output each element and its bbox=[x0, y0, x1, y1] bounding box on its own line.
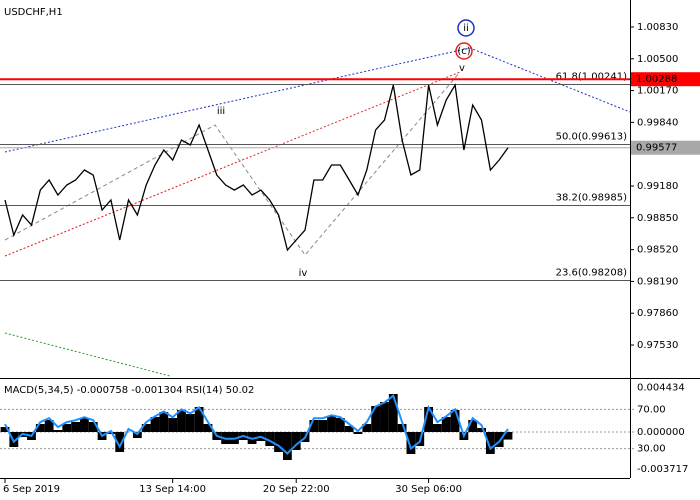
macd-bar bbox=[406, 432, 416, 454]
macd-bar bbox=[344, 426, 354, 432]
price-label: 0.99577 bbox=[636, 143, 677, 154]
macd-bar bbox=[0, 427, 10, 432]
fib-label: 23.6(0.98208) bbox=[556, 268, 628, 279]
macd-bar bbox=[432, 424, 442, 432]
macd-bar bbox=[318, 420, 328, 432]
y-tick-label: 0.98850 bbox=[637, 213, 678, 224]
y-tick-label: -0.003717 bbox=[637, 464, 688, 475]
y-tick-label: 0.000000 bbox=[637, 427, 685, 438]
price-box bbox=[631, 140, 700, 155]
fib-label: 38.2(0.98985) bbox=[556, 193, 628, 204]
macd-bar bbox=[327, 416, 336, 432]
macd-bar bbox=[494, 432, 504, 447]
macd-bar bbox=[53, 430, 63, 432]
y-tick-label: 1.00170 bbox=[637, 86, 678, 97]
y-tick-label: 0.004434 bbox=[637, 383, 685, 394]
macd-bar bbox=[159, 412, 169, 432]
red-trend bbox=[4, 71, 461, 257]
y2-tick-label: 70.00 bbox=[637, 404, 666, 415]
macd-bar bbox=[424, 407, 433, 432]
macd-bar bbox=[441, 417, 451, 432]
rsi-line bbox=[4, 394, 509, 455]
macd-bar bbox=[362, 424, 372, 432]
chart-title: USDCHF,H1 bbox=[4, 7, 63, 18]
y-tick-label: 0.99180 bbox=[637, 181, 678, 192]
macd-bar bbox=[62, 424, 72, 432]
y-tick-label: 1.00830 bbox=[637, 22, 678, 33]
macd-bar bbox=[397, 424, 407, 432]
y-tick-label: 0.98190 bbox=[637, 276, 678, 287]
y-tick-label: 1.00500 bbox=[637, 54, 678, 65]
macd-bar bbox=[450, 410, 460, 432]
macd-bar bbox=[265, 432, 275, 446]
macd-bar bbox=[185, 414, 195, 432]
macd-bar bbox=[35, 424, 45, 432]
price-box bbox=[631, 72, 700, 87]
macd-bar bbox=[203, 424, 213, 432]
macd-bar bbox=[168, 418, 178, 432]
macd-bar bbox=[335, 418, 345, 432]
macd-bar bbox=[115, 432, 125, 452]
macd-bar bbox=[9, 432, 19, 447]
y2-tick-label: 30.00 bbox=[637, 444, 666, 455]
x-tick-label: 30 Sep 06:00 bbox=[395, 484, 462, 495]
macd-bar bbox=[80, 418, 89, 432]
macd-bar bbox=[388, 394, 398, 432]
macd-bar bbox=[44, 420, 54, 432]
macd-bar bbox=[503, 432, 513, 440]
y-tick-label: 0.97530 bbox=[637, 340, 678, 351]
macd-bar bbox=[71, 422, 81, 432]
indicator-title: MACD(5,34,5) -0.000758 -0.001304 RSI(14)… bbox=[4, 385, 254, 396]
macd-bar bbox=[274, 432, 283, 452]
y-tick-label: 0.99840 bbox=[637, 117, 678, 128]
macd-bar bbox=[291, 432, 301, 450]
fib-label: 50.0(0.99613) bbox=[556, 132, 628, 143]
macd-bar bbox=[88, 422, 98, 432]
x-tick-label: 6 Sep 2019 bbox=[3, 484, 60, 495]
blue-trend bbox=[4, 47, 631, 153]
macd-bar bbox=[485, 432, 495, 454]
y-tick-label: 0.98520 bbox=[637, 245, 678, 256]
macd-bar bbox=[194, 407, 204, 432]
wave-label: iv bbox=[299, 268, 308, 279]
fib-label: 61.8(1.00241) bbox=[556, 72, 628, 83]
price-line-series bbox=[4, 83, 509, 252]
macd-bar bbox=[309, 420, 319, 432]
wave-label: v bbox=[459, 63, 465, 74]
macd-bar bbox=[353, 432, 363, 434]
x-tick-label: 20 Sep 22:00 bbox=[263, 484, 330, 495]
wave-label: ii bbox=[463, 23, 469, 34]
macd-bar bbox=[468, 420, 478, 432]
macd-bar bbox=[477, 428, 486, 432]
wave-circle bbox=[457, 19, 475, 37]
macd-bar bbox=[371, 406, 381, 432]
price-label: 1.00288 bbox=[636, 74, 677, 85]
x-tick-label: 13 Sep 14:00 bbox=[139, 484, 206, 495]
y-tick-label: 0.97860 bbox=[637, 308, 678, 319]
green-trend bbox=[4, 332, 171, 377]
macd-bar bbox=[282, 432, 292, 460]
wave-circle bbox=[455, 42, 473, 60]
wave-label: iii bbox=[217, 106, 225, 117]
macd-bar bbox=[150, 417, 160, 432]
macd-bar bbox=[141, 424, 151, 432]
macd-bar bbox=[177, 410, 186, 432]
macd-bar bbox=[380, 402, 389, 432]
wave-label: (c) bbox=[457, 46, 470, 57]
